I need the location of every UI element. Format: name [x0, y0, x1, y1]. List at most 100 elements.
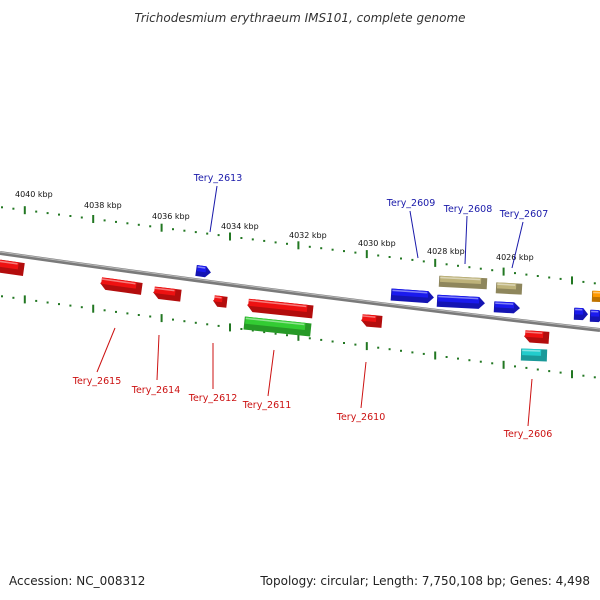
upper-ruler-tick [194, 231, 197, 234]
lower-ruler-tick [35, 299, 38, 302]
lower-ruler-tick [217, 324, 220, 327]
gene-blue-edge-1[interactable] [573, 307, 588, 321]
upper-ruler-tick [263, 239, 266, 242]
scale-label-4034: 4034 kbp [221, 222, 259, 231]
upper-ruler-tick [582, 280, 585, 283]
upper-ruler-tick [445, 263, 448, 266]
upper-ruler-tick [548, 276, 551, 279]
gene-tery-2608-khaki[interactable] [438, 275, 488, 290]
lower-ruler-tick [559, 371, 562, 374]
gene-tery-2607[interactable] [493, 301, 521, 314]
upper-ruler-tick [331, 248, 334, 251]
lower-ruler-tick [525, 366, 528, 369]
lower-ruler-tick [445, 356, 448, 358]
upper-ruler-tick [479, 267, 482, 270]
upper-ruler-tick [525, 273, 528, 276]
lower-ruler-tick [274, 332, 277, 335]
lower-ruler-tick [126, 312, 129, 315]
upper-ruler-tick [491, 269, 494, 272]
gene-tery-2613[interactable] [195, 265, 211, 278]
upper-ruler-tick [126, 222, 129, 225]
gene-label-tery-2608[interactable]: Tery_2608 [443, 204, 493, 215]
callout-line-tery-2607 [511, 221, 524, 269]
gene-label-tery-2609[interactable]: Tery_2609 [386, 198, 436, 209]
lower-ruler-tick [320, 338, 323, 341]
gene-tery-2611[interactable] [247, 298, 314, 319]
lower-ruler-tick [229, 323, 231, 332]
upper-ruler-tick [149, 225, 152, 228]
lower-ruler-tick [502, 360, 505, 369]
upper-ruler-tick [354, 251, 357, 254]
callout-line-tery-2611 [267, 349, 275, 397]
scale-label-4032: 4032 kbp [289, 231, 327, 240]
lower-ruler-tick [92, 304, 95, 313]
gene-tery-2609[interactable] [390, 288, 435, 304]
upper-ruler-tick [502, 267, 505, 276]
gene-red-edge[interactable] [0, 259, 25, 277]
upper-ruler-tick [160, 223, 163, 232]
lower-ruler-tick [491, 362, 494, 365]
gene-tery-2606-cyan[interactable] [520, 348, 548, 362]
gene-label-tery-2611[interactable]: Tery_2611 [242, 400, 292, 411]
upper-ruler-tick [183, 229, 186, 232]
lower-ruler-tick [343, 342, 345, 344]
gene-blue-edge-2[interactable] [589, 309, 600, 323]
upper-ruler-tick [251, 238, 254, 241]
upper-ruler-tick [297, 241, 300, 250]
gene-label-tery-2615[interactable]: Tery_2615 [72, 376, 122, 387]
lower-ruler-tick [548, 370, 551, 373]
lower-ruler-tick [23, 295, 26, 304]
upper-ruler-tick [240, 237, 243, 239]
gene-tery-2614[interactable] [152, 286, 182, 302]
upper-ruler-tick [172, 228, 174, 231]
lower-ruler-tick [308, 337, 311, 340]
lower-ruler-tick [240, 328, 243, 330]
gene-label-tery-2612[interactable]: Tery_2612 [188, 393, 238, 404]
gene-label-tery-2606[interactable]: Tery_2606 [503, 429, 553, 440]
lower-ruler-tick [582, 374, 585, 377]
upper-ruler-tick [206, 232, 209, 235]
lower-ruler-tick [422, 352, 425, 355]
lower-ruler-tick [115, 310, 117, 313]
lower-ruler-tick [514, 365, 516, 368]
gene-label-tery-2610[interactable]: Tery_2610 [336, 412, 386, 423]
genome-backbone [0, 251, 600, 332]
lower-ruler-tick [400, 349, 402, 352]
gene-tery-2608[interactable] [436, 294, 486, 309]
lower-ruler-tick [377, 346, 380, 349]
gene-tery-2610[interactable] [361, 314, 383, 328]
upper-ruler-tick [536, 275, 539, 277]
gene-label-tery-2613[interactable]: Tery_2613 [193, 173, 243, 184]
callout-line-tery-2610 [360, 361, 367, 409]
lower-ruler-tick [149, 315, 152, 318]
upper-ruler-tick [593, 282, 596, 285]
gene-tery-2615[interactable] [99, 277, 143, 295]
gene-label-tery-2614[interactable]: Tery_2614 [131, 385, 181, 396]
lower-ruler-tick [46, 301, 49, 304]
scale-label-4036: 4036 kbp [152, 212, 190, 221]
upper-scale-ruler [1, 206, 596, 285]
gene-tery-2606[interactable] [524, 330, 550, 344]
upper-ruler-tick [422, 260, 425, 263]
genome-backbone-highlight [0, 251, 600, 330]
gene-tery-2607-khaki[interactable] [495, 282, 523, 295]
gene-tery-2612[interactable] [212, 295, 228, 308]
gene-orange-edge[interactable] [591, 290, 600, 303]
upper-ruler-tick [434, 258, 437, 267]
upper-ruler-tick [468, 266, 471, 269]
upper-ruler-tick [69, 215, 72, 217]
upper-ruler-tick [1, 206, 3, 209]
gene-tery-2611-green[interactable] [243, 316, 312, 337]
upper-ruler-tick [286, 242, 288, 245]
topology-text: Topology: circular; Length: 7,750,108 bp… [260, 574, 590, 588]
lower-scale-ruler [1, 295, 596, 379]
upper-ruler-tick [343, 250, 345, 253]
lower-ruler-tick [1, 295, 3, 298]
upper-ruler-tick [571, 276, 573, 285]
genome-title: Trichodesmium erythraeum IMS101, complet… [134, 11, 465, 25]
upper-ruler-tick [217, 234, 220, 237]
scale-label-4040: 4040 kbp [15, 190, 53, 199]
gene-label-tery-2607[interactable]: Tery_2607 [499, 209, 549, 220]
lower-ruler-tick [80, 306, 83, 309]
